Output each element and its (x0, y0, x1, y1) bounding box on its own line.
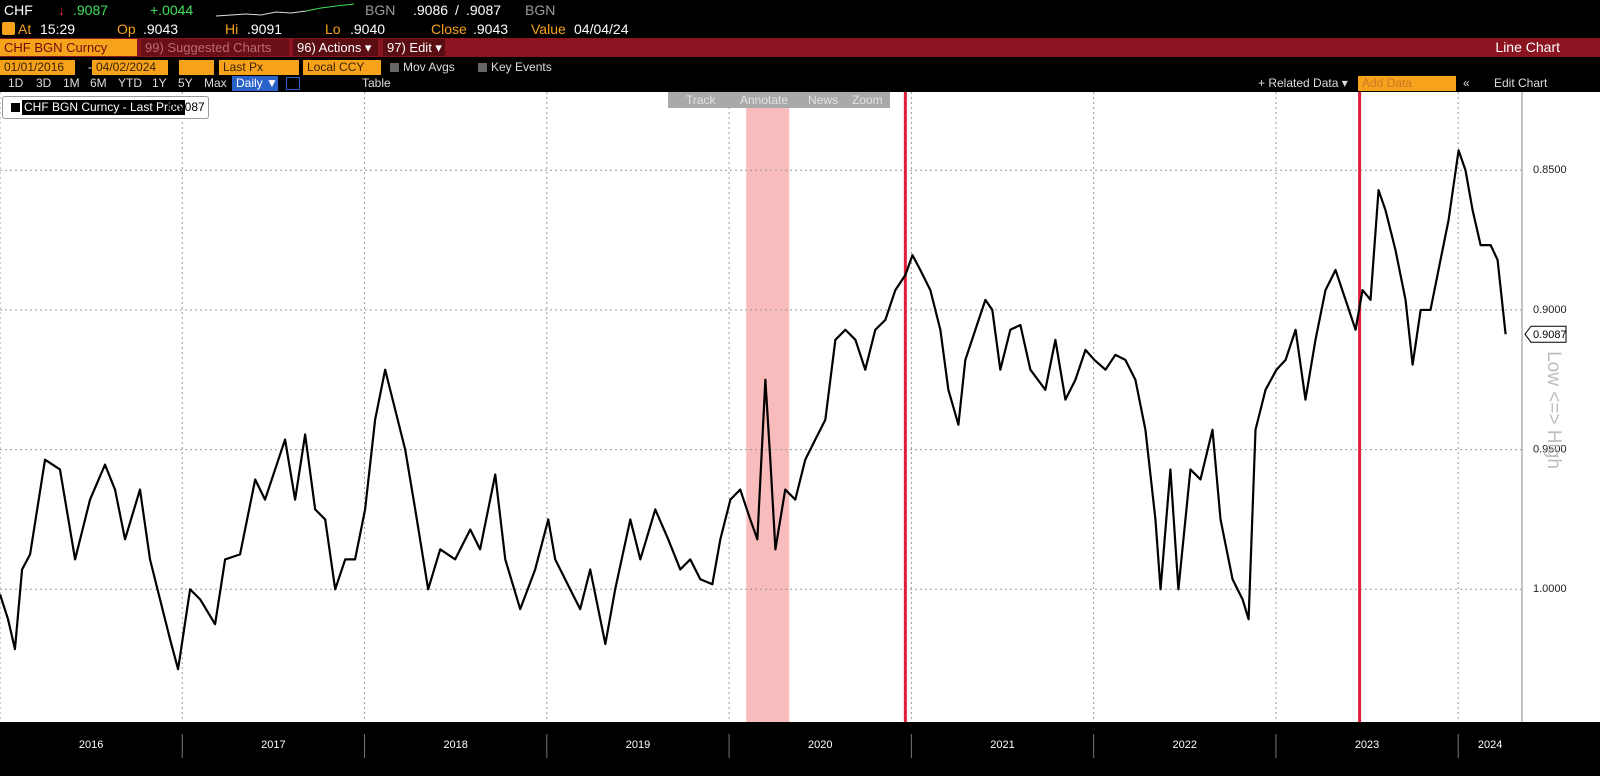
ticker: CHF (4, 2, 33, 18)
tool-button[interactable]: Annotate (740, 93, 789, 107)
blank-field[interactable] (179, 60, 214, 75)
x-tick-label: 2024 (1478, 739, 1502, 751)
period-bar: 1D 3D 1M 6M YTD 1Y 5Y Max Daily ▼ Table … (0, 76, 1600, 92)
chart-kind: Line Chart (1495, 39, 1560, 55)
source: BGN (525, 2, 556, 18)
ask: .9087 (466, 2, 502, 18)
x-tick-label: 2016 (79, 739, 103, 751)
stat-value: .9040 (350, 21, 386, 37)
actions-menu[interactable]: 96) Actions ▾ (293, 39, 378, 56)
x-axis-background (0, 722, 1600, 776)
arrow: ↓ (58, 2, 65, 18)
sparkline (216, 3, 355, 17)
add-data[interactable]: Add Data (1358, 76, 1456, 91)
last-price: .9087 (73, 2, 109, 18)
period-button[interactable]: 1Y (152, 76, 167, 90)
sparkline-line (216, 10, 307, 17)
chart-style-icon[interactable] (286, 77, 300, 90)
y-tick-label: 0.9500 (1533, 444, 1567, 456)
end-date[interactable]: 04/02/2024 (92, 60, 168, 75)
tool-button[interactable]: News (808, 93, 839, 107)
sparkline-line (305, 3, 355, 12)
icon (2, 22, 15, 35)
stat-label: Op (117, 21, 136, 37)
period-button[interactable]: YTD (118, 76, 142, 90)
related-data[interactable]: + Related Data ▾ (1258, 76, 1348, 90)
stat-value: 04/04/24 (574, 21, 629, 37)
price-line (0, 149, 1507, 671)
legend-swatch (11, 103, 20, 112)
source: BGN (365, 2, 396, 18)
stat-label: Value (531, 21, 566, 37)
x-tick-label: 2019 (626, 739, 650, 751)
x-tick-label: 2017 (261, 739, 285, 751)
period-button[interactable]: 3D (36, 76, 52, 90)
period-button[interactable]: 6M (90, 76, 107, 90)
currency-select[interactable]: Local CCY (303, 60, 381, 75)
stat-value: .9043 (143, 21, 179, 37)
y-tick-label: 0.9000 (1533, 304, 1567, 316)
last-price-tag (1524, 325, 1567, 343)
dash: - (88, 60, 92, 74)
mov-avgs[interactable]: Mov Avgs (403, 60, 455, 74)
tool-button[interactable]: Zoom (852, 93, 883, 107)
stat-label: Hi (225, 21, 239, 37)
checkbox[interactable] (478, 63, 487, 72)
key-events[interactable]: Key Events (491, 60, 552, 74)
stat-label: At (18, 21, 32, 37)
chart-toolbar: Track Annotate News Zoom (668, 92, 890, 108)
frequency-select[interactable]: Daily ▼ (232, 76, 278, 91)
x-tick-label: 2023 (1355, 739, 1379, 751)
change: +.0044 (150, 2, 194, 18)
y-tick-label: 1.0000 (1533, 583, 1567, 595)
legend: CHF BGN Curncy - Last Price 0.9087 (2, 96, 209, 119)
period-button[interactable]: Max (204, 76, 227, 90)
x-tick-label: 2021 (990, 739, 1014, 751)
stat-value: .9091 (247, 21, 283, 37)
stat-label: Close (431, 21, 467, 37)
period-button[interactable]: 1M (63, 76, 80, 90)
field-select[interactable]: Last Px (219, 60, 299, 75)
legend-label: CHF BGN Curncy - Last Price (22, 100, 186, 115)
edit-chart[interactable]: Edit Chart (1494, 76, 1548, 90)
period-button[interactable]: 1D (8, 76, 24, 90)
menu-bar: CHF BGN Curncy 99) Suggested Charts 96) … (0, 38, 1600, 57)
axis-note: Low <=> High (1543, 351, 1564, 469)
y-tick-label: 0.8500 (1533, 164, 1567, 176)
checkbox[interactable] (390, 63, 399, 72)
settings-bar: 01/01/2016 - 04/02/2024 Last Px Local CC… (0, 58, 1600, 76)
stat-value: 15:29 (40, 21, 76, 37)
stats-bar: At 15:29 Op .9043 Hi .9091 Lo .9040 Close .90… (0, 20, 1600, 38)
plot-background (0, 92, 1600, 722)
bid: .9086 (413, 2, 449, 18)
x-tick-label: 2020 (808, 739, 832, 751)
stat-value: .9043 (473, 21, 509, 37)
last-price-label: 0.9087 (1533, 329, 1567, 341)
x-tick-label: 2018 (443, 739, 467, 751)
collapse-button[interactable]: « (1463, 76, 1470, 90)
table-button[interactable]: Table (362, 76, 391, 90)
suggested-charts[interactable]: 99) Suggested Charts (141, 39, 289, 56)
tool-button[interactable]: Track (686, 93, 716, 107)
legend-value: 0.9087 (168, 100, 205, 114)
edit-menu[interactable]: 97) Edit ▾ (383, 39, 445, 56)
x-tick-label: 2022 (1173, 739, 1197, 751)
start-date[interactable]: 01/01/2016 (0, 60, 75, 75)
security-field[interactable]: CHF BGN Curncy (0, 39, 137, 56)
slash: / (455, 2, 459, 18)
quote-bar: CHF ↓ .9087 +.0044 BGN .9086 / .9087 BGN (0, 0, 1600, 20)
stat-label: Lo (325, 21, 341, 37)
period-button[interactable]: 5Y (178, 76, 193, 90)
